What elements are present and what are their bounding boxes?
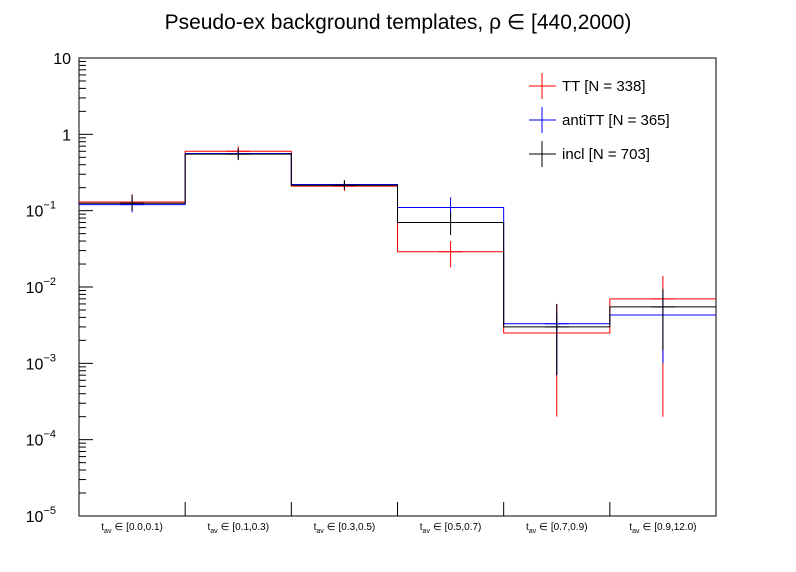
x-category-label: tav ∈ [0.7,0.9) [526, 522, 588, 535]
y-tick-label-exponent: −5 [43, 505, 56, 517]
y-tick-label-exponent: −3 [43, 352, 56, 364]
series-incl [79, 148, 716, 376]
x-category-symbol: ∈ [539, 522, 548, 533]
x-category-range: [0.7,0.9) [551, 522, 588, 533]
series-layer [79, 146, 716, 417]
x-category-symbol: ∈ [433, 522, 442, 533]
y-tick-label-base: 10 [26, 280, 44, 297]
x-category-label: tav ∈ [0.3,0.5) [314, 522, 376, 535]
legend-label: incl [N = 703] [562, 146, 650, 163]
y-tick-label: 10−2 [26, 276, 56, 297]
legend-label: antiTT [N = 365] [562, 112, 670, 129]
x-category-prefix: t [526, 522, 529, 533]
x-category-prefix: t [420, 522, 423, 533]
y-tick-label-exponent: −2 [43, 276, 56, 288]
x-category-label: tav ∈ [0.1,0.3) [207, 522, 269, 535]
y-tick-label-base: 10 [26, 433, 44, 450]
x-category-symbol: ∈ [327, 522, 336, 533]
y-tick-label: 10−3 [26, 352, 56, 373]
legend-entry: TT [N = 338] [529, 73, 646, 99]
y-tick-label-exponent: −1 [43, 200, 56, 212]
x-category-symbol: ∈ [114, 522, 123, 533]
x-category-subscript: av [529, 528, 537, 535]
y-tick-label-exponent: −4 [43, 429, 56, 441]
y-tick-label: 1 [62, 127, 71, 144]
x-category-range: [0.5,0.7) [445, 522, 482, 533]
y-tick-label: 10−1 [26, 200, 56, 221]
x-category-prefix: t [207, 522, 210, 533]
x-category-range: [0.3,0.5) [339, 522, 376, 533]
x-category-prefix: t [101, 522, 104, 533]
legend-label: TT [N = 338] [562, 78, 646, 95]
x-category-subscript: av [210, 528, 218, 535]
y-tick-label-base: 10 [26, 204, 44, 221]
chart-title: Pseudo-ex background templates, ρ ∈ [440… [165, 11, 632, 34]
legend-entry: antiTT [N = 365] [529, 107, 670, 133]
x-category-symbol: ∈ [221, 522, 230, 533]
x-axis: tav ∈ [0.0,0.1) tav ∈ [0.1,0.3) tav ∈ [0.3,0.5) t… [101, 502, 697, 535]
x-category-symbol: ∈ [643, 522, 652, 533]
y-tick-label-base: 10 [26, 509, 44, 526]
y-tick-label-base: 10 [26, 356, 44, 373]
x-category-range: [0.1,0.3) [232, 522, 269, 533]
x-category-label: tav ∈ [0.0,0.1) [101, 522, 163, 535]
x-category-prefix: t [629, 522, 632, 533]
x-category-subscript: av [316, 528, 324, 535]
legend-entry: incl [N = 703] [529, 141, 650, 167]
x-category-label: tav ∈ [0.5,0.7) [420, 522, 482, 535]
legend: TT [N = 338] antiTT [N = 365] incl [N = 70… [529, 73, 670, 167]
x-category-subscript: av [632, 528, 640, 535]
x-category-range: [0.9,12.0) [654, 522, 696, 533]
x-category-range: [0.0,0.1) [126, 522, 163, 533]
x-category-subscript: av [104, 528, 112, 535]
y-tick-label: 10 [53, 51, 71, 68]
x-category-subscript: av [423, 528, 431, 535]
y-tick-label: 10−4 [26, 429, 56, 450]
histogram-step-line [79, 153, 716, 328]
x-category-label: tav ∈ [0.9,12.0) [629, 522, 696, 535]
y-tick-label: 10−5 [26, 505, 56, 526]
x-category-prefix: t [314, 522, 317, 533]
